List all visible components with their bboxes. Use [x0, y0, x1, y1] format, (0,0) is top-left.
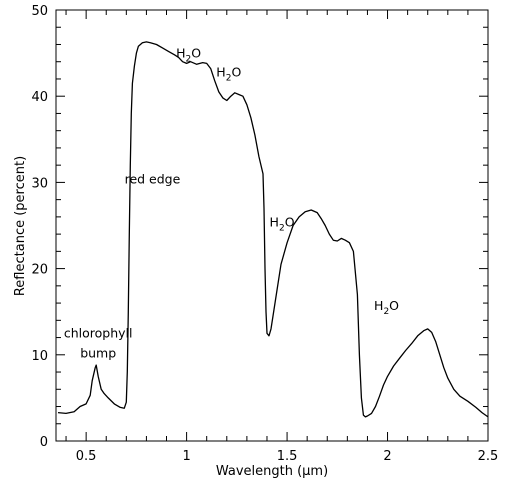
y-tick-label: 10: [31, 349, 48, 364]
annotation-label: red edge: [125, 171, 181, 186]
h2o-absorption-label: H2O: [216, 64, 241, 83]
x-tick-label: 1.5: [277, 449, 298, 464]
y-tick-label: 30: [31, 176, 48, 191]
y-tick-label: 0: [40, 435, 48, 450]
x-tick-label: 2: [383, 449, 391, 464]
y-tick-label: 20: [31, 263, 48, 278]
x-axis-label: Wavelength (μm): [216, 464, 328, 479]
h2o-absorption-label: H2O: [374, 298, 399, 317]
annotation-label: chlorophyll: [64, 326, 133, 341]
plot-frame: [55, 9, 489, 442]
x-tick-label: 0.5: [76, 449, 97, 464]
annotation-label: bump: [80, 345, 116, 360]
reflectance-series-line: [57, 41, 489, 418]
x-tick-label: 1: [182, 449, 190, 464]
y-tick-label: 40: [31, 90, 48, 105]
h2o-absorption-label: H2O: [176, 45, 201, 64]
x-tick-label: 2.5: [478, 449, 499, 464]
y-tick-label: 50: [31, 4, 48, 19]
h2o-absorption-label: H2O: [270, 214, 295, 233]
y-axis-label: Reflectance (percent): [13, 156, 28, 296]
